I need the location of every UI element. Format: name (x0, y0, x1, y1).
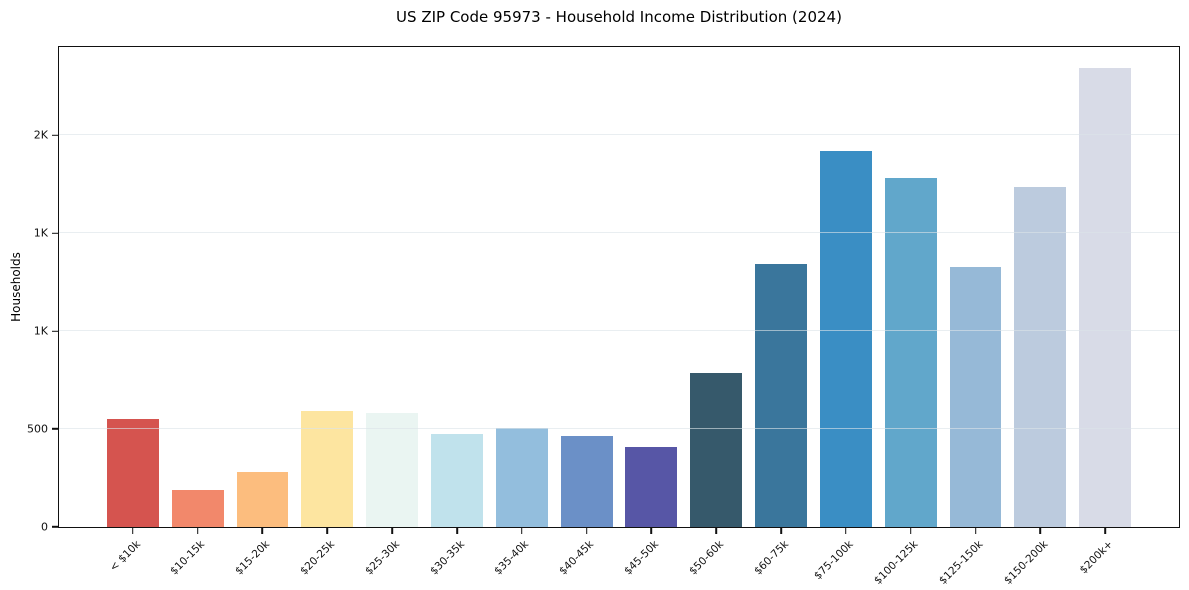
bar (690, 373, 743, 527)
y-tick-label: 2K (33, 128, 48, 142)
x-tick-label: $35-40k (492, 538, 532, 578)
x-tick-label: $100-125k (871, 538, 921, 587)
y-tick-mark (52, 330, 58, 332)
x-tick-mark (845, 528, 847, 534)
bar (560, 435, 613, 527)
gridline (59, 134, 1179, 136)
x-tick-mark (520, 528, 523, 534)
x-tick-label: $150-200k (1001, 538, 1051, 587)
y-tick-label: 1K (33, 324, 48, 338)
bar (366, 412, 419, 527)
x-tick-label: $75-100k (811, 538, 856, 583)
x-tick-label: $125-150k (936, 538, 986, 587)
y-tick-label: 1K (33, 226, 48, 240)
x-tick-mark (909, 528, 912, 534)
x-tick-mark (196, 528, 199, 534)
x-tick-mark (585, 528, 588, 534)
x-tick-label: $15-20k (233, 538, 273, 578)
bar (755, 264, 807, 527)
x-tick-mark (132, 528, 134, 534)
y-tick-label: 0 (41, 520, 48, 534)
bar (1014, 186, 1067, 527)
bar (431, 433, 483, 527)
x-tick-mark (391, 528, 393, 534)
x-tick-mark (974, 528, 977, 534)
x-tick-mark (715, 528, 718, 534)
bar (301, 411, 354, 527)
x-tick-mark (1039, 528, 1042, 534)
y-tick-mark (52, 526, 58, 528)
bar (819, 150, 872, 527)
x-tick-label: $30-35k (427, 538, 467, 578)
x-tick-label: $25-30k (362, 538, 402, 578)
x-tick-mark (261, 528, 264, 534)
bar (625, 446, 678, 527)
plot-area: 0 500 1K 1K 2K < $10k $10-15k $15-20k $20-25k $25… (27, 46, 1180, 587)
x-tick-mark (1104, 528, 1106, 534)
bar (106, 419, 159, 527)
bar (1079, 67, 1132, 527)
bar (949, 266, 1002, 527)
x-tick-label: $200k+ (1077, 538, 1115, 577)
bar (495, 427, 548, 527)
x-tick-label: $10-15k (168, 538, 208, 578)
x-tick-label: $45-50k (622, 538, 662, 578)
bar (884, 177, 937, 527)
x-tick-label: $50-60k (686, 538, 726, 578)
x-tick-label: $60-75k (751, 538, 791, 578)
gridline (59, 428, 1179, 430)
x-tick-mark (326, 528, 329, 534)
x-tick-mark (650, 528, 653, 534)
bar (171, 490, 224, 527)
y-axis-label: Households (9, 252, 23, 322)
x-tick-mark (456, 528, 458, 534)
gridline (59, 330, 1179, 332)
y-tick-label: 500 (27, 422, 48, 436)
y-tick-mark (52, 134, 58, 136)
y-tick-mark (52, 428, 58, 430)
x-tick-label: $40-45k (557, 538, 597, 578)
gridline (59, 232, 1179, 234)
x-tick-label: $20-25k (297, 538, 338, 578)
y-tick-mark (52, 232, 58, 234)
bar (236, 471, 289, 527)
x-tick-mark (780, 528, 782, 534)
x-tick-label: < $10k (107, 538, 143, 574)
chart-title: US ZIP Code 95973 - Household Income Dis… (396, 8, 842, 26)
